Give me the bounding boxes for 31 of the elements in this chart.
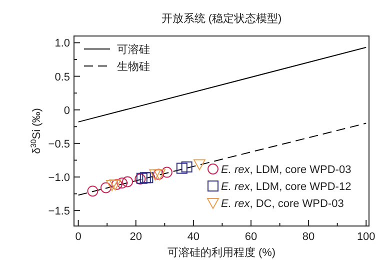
point	[116, 178, 128, 189]
point	[140, 172, 151, 184]
point	[176, 162, 188, 174]
x-tick-label: 100	[356, 231, 376, 243]
point	[142, 172, 154, 184]
legend-label: E. rex, DC, core WPD-03	[221, 198, 344, 210]
y-tick-label: −0.5	[48, 138, 70, 150]
legend-label: 生物硅	[117, 60, 150, 73]
x-axis-title: 可溶硅的利用程度 (%)	[167, 246, 276, 259]
x-tick-label: 0	[75, 231, 82, 243]
x-tick-label: 40	[187, 231, 200, 243]
point	[161, 166, 172, 178]
legend-label: 可溶硅	[117, 43, 150, 56]
point	[149, 169, 162, 180]
x-tick-label: 20	[130, 231, 142, 243]
point	[193, 159, 206, 170]
point	[122, 176, 134, 188]
x-tick-label: 60	[244, 231, 258, 243]
y-tick-label: 0	[64, 104, 70, 117]
y-tick-label: −1.5	[48, 206, 70, 218]
y-tick-label: 0.5	[54, 71, 70, 84]
chart-title: 开放系统 (稳定状态模型)	[161, 12, 282, 25]
point	[106, 180, 118, 192]
legend-label: E. rex, LDM, core WPD-03	[221, 164, 352, 176]
point	[87, 186, 98, 197]
point	[181, 161, 192, 172]
y-tick-label: −1.0	[48, 172, 70, 184]
point	[100, 182, 112, 194]
legend-label: E. rex, LDM, core WPD-12	[221, 181, 352, 193]
x-tick-label: 80	[302, 231, 315, 243]
y-tick-label: 1.0	[54, 38, 70, 50]
